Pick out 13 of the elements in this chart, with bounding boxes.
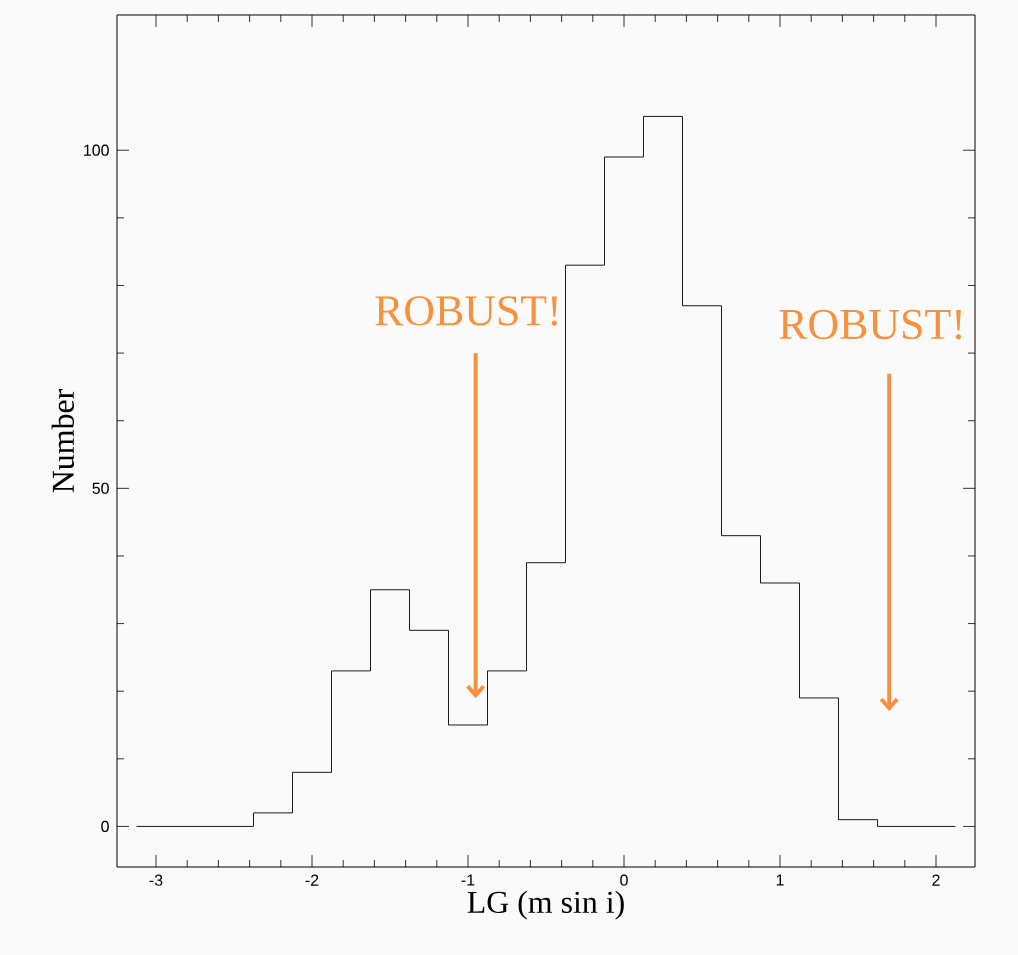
y-tick-label: 0 xyxy=(101,820,109,833)
x-tick-label: -2 xyxy=(305,874,319,886)
y-axis-title: Number xyxy=(51,389,75,493)
annotation: ROBUST! xyxy=(779,309,962,340)
x-tick-label: -1 xyxy=(461,874,475,886)
x-tick-label: 1 xyxy=(776,874,784,886)
x-axis-title: LG (m sin i) xyxy=(467,890,624,920)
y-tick-label: 50 xyxy=(92,482,109,494)
annotation: ROBUST! xyxy=(375,296,557,326)
x-tick-label: 0 xyxy=(620,874,628,886)
x-tick-label: -3 xyxy=(149,874,163,886)
y-tick-label: 100 xyxy=(84,144,109,156)
x-tick-label: 2 xyxy=(932,874,940,886)
